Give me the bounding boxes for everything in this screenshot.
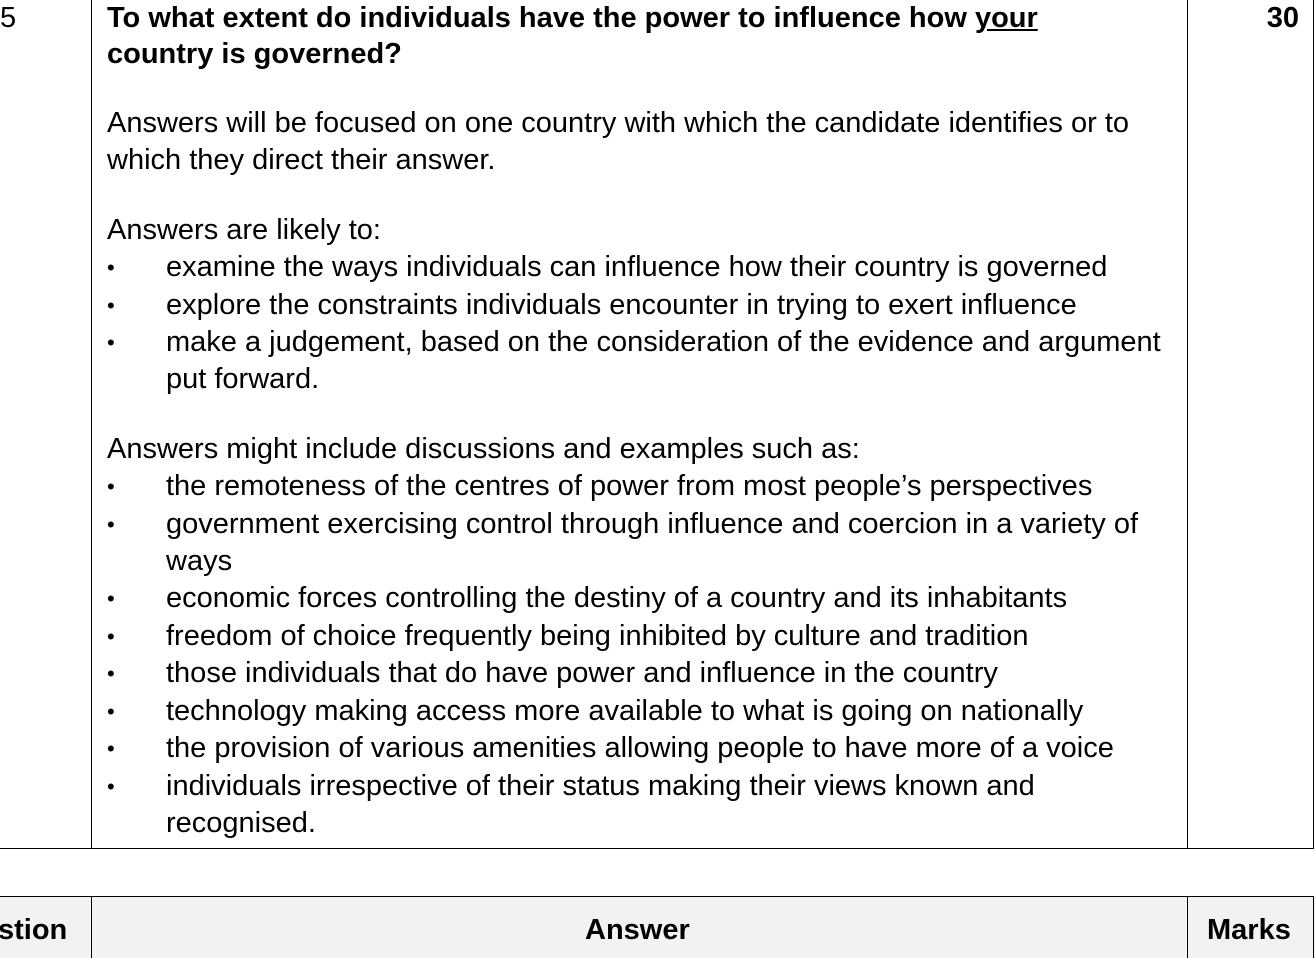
question-text: To what extent do individuals have the p… — [107, 2, 1038, 70]
likely-list: • examine the ways individuals can influe… — [107, 249, 1185, 398]
list-item-text: make a judgement, based on the considera… — [166, 326, 1161, 395]
list-item-text: those individuals that do have power and… — [166, 657, 998, 689]
row-bottom-border — [0, 848, 1314, 849]
bullet-icon: • — [107, 474, 115, 499]
header-question-label: stion — [0, 914, 68, 946]
list-item: • freedom of choice frequently being inhi… — [107, 618, 1185, 655]
bullet-icon: • — [107, 292, 115, 318]
examples-heading: Answers might include discussions and ex… — [107, 433, 860, 465]
header-divider-left — [91, 896, 92, 958]
list-item-text: technology making access more available … — [166, 694, 1084, 727]
bullet-icon: • — [107, 511, 115, 537]
list-item: • examine the ways individuals can influe… — [107, 249, 1185, 286]
table-right-border — [1313, 0, 1314, 849]
list-item: • the remoteness of the centres of power … — [107, 468, 1185, 505]
list-item: • technology making access more available… — [107, 693, 1185, 730]
likely-heading: Answers are likely to: — [107, 214, 381, 246]
header-divider-right — [1187, 896, 1188, 958]
column-divider-left — [91, 0, 92, 849]
bullet-icon: • — [107, 623, 115, 649]
list-item: • government exercising control through i… — [107, 506, 1185, 580]
list-item: • economic forces controlling the destiny… — [107, 580, 1185, 617]
header-right-border — [1313, 896, 1314, 958]
list-item-text: government exercising control through in… — [166, 507, 1139, 577]
list-item-text: explore the constraints individuals enco… — [166, 288, 1077, 321]
header-answer-label: Answer — [585, 914, 690, 946]
list-item-text: individuals irrespective of their status… — [166, 769, 1035, 839]
list-item: • individuals irrespective of their statu… — [107, 768, 1185, 842]
header-marks-label: Marks — [1207, 914, 1291, 946]
list-item: • the provision of various amenities allo… — [107, 730, 1185, 767]
list-item: • those individuals that do have power an… — [107, 655, 1185, 692]
underlined-word: your — [974, 2, 1038, 34]
intro-paragraph: Answers will be focused on one country w… — [107, 107, 1130, 176]
column-divider-right — [1187, 0, 1188, 849]
bullet-icon: • — [107, 773, 115, 799]
list-item-text: economic forces controlling the destiny … — [166, 582, 1068, 614]
examples-list: • the remoteness of the centres of power … — [107, 468, 1185, 842]
header-top-border — [0, 896, 1314, 897]
bullet-icon: • — [107, 255, 115, 280]
list-item-text: examine the ways individuals can influen… — [166, 251, 1108, 283]
bullet-icon: • — [107, 698, 115, 724]
list-item-text: the provision of various amenities allow… — [166, 732, 1114, 764]
bullet-icon: • — [107, 736, 115, 761]
marks-value: 30 — [1266, 2, 1299, 34]
list-item-text: the remoteness of the centres of power f… — [166, 470, 1093, 502]
bullet-icon: • — [107, 661, 115, 686]
bullet-icon: • — [107, 330, 115, 355]
question-number: 5 — [0, 2, 17, 34]
table-header-row: stion Answer Marks — [0, 896, 1315, 958]
list-item-text: freedom of choice frequently being inhib… — [166, 619, 1029, 652]
answer-cell: To what extent do individuals have the p… — [107, 0, 1185, 842]
bullet-icon: • — [107, 586, 115, 611]
list-item: • explore the constraints individuals enc… — [107, 287, 1185, 324]
list-item: • make a judgement, based on the consider… — [107, 324, 1185, 398]
